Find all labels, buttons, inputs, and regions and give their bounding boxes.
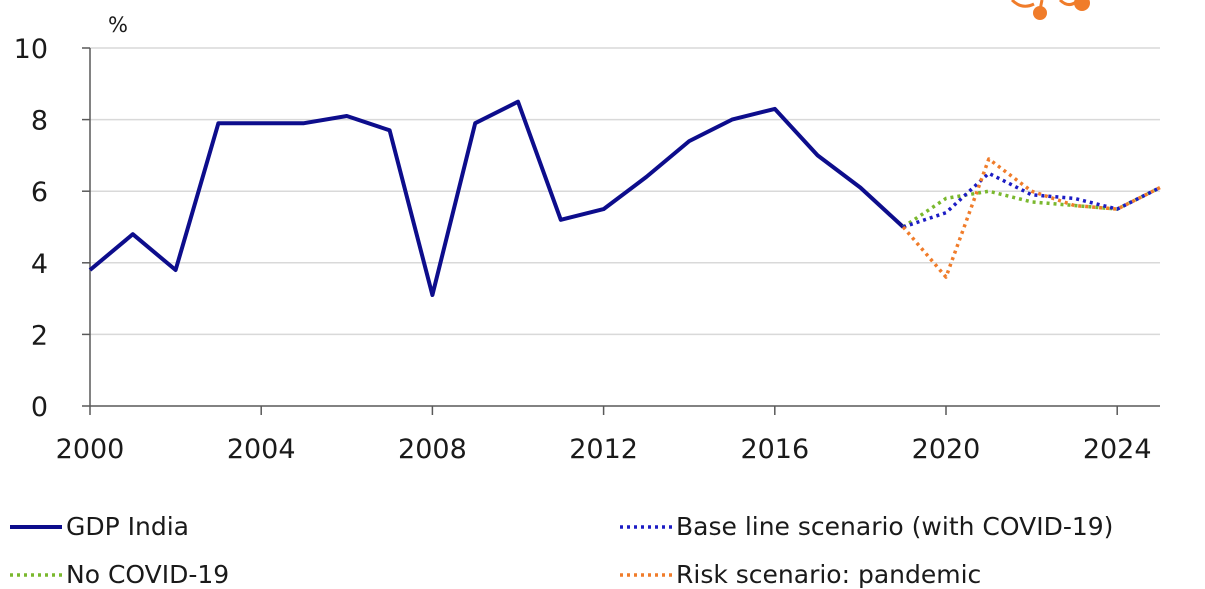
y-tick-label-4: 4 [31, 249, 48, 280]
decor-dot-2 [1074, 0, 1090, 11]
legend-swatch-risk [620, 572, 672, 577]
series-line-3 [901, 157, 1161, 279]
x-tick-label-2024: 2024 [1083, 434, 1152, 465]
legend-item-base: Base line scenario (with COVID-19) [620, 512, 1113, 541]
legend-item-gdp: GDP India [10, 512, 189, 541]
legend-label-gdp: GDP India [66, 512, 189, 541]
decor-curve-1 [1010, 0, 1035, 8]
tick-labels: 0 2 4 6 8 10 2000 2004 2008 2012 2016 2020 2024 [14, 34, 1152, 465]
line-chart: 0 2 4 6 8 10 2000 2004 2008 2012 2016 2020 2024 % [14, 0, 1161, 465]
series-line-0 [88, 99, 905, 297]
y-tick-label-10: 10 [14, 34, 48, 65]
y-tick-label-8: 8 [31, 106, 48, 137]
x-tick-label-2020: 2020 [912, 434, 981, 465]
y-unit-label: % [108, 13, 128, 37]
legend-item-risk: Risk scenario: pandemic [620, 560, 981, 589]
legend-label-risk: Risk scenario: pandemic [676, 560, 982, 589]
y-tick-label-6: 6 [31, 177, 48, 208]
legend-swatch-base [620, 524, 672, 529]
x-tick-label-2008: 2008 [398, 434, 467, 465]
decor-dot-1 [1033, 6, 1047, 20]
y-tick-label-2: 2 [31, 320, 48, 351]
decor-curve-2 [1058, 0, 1077, 7]
x-tick-label-2016: 2016 [740, 434, 809, 465]
legend-swatch-nocovid [10, 572, 62, 577]
legend-item-nocovid: No COVID-19 [10, 560, 229, 589]
orange-decoration [1010, 0, 1090, 20]
x-tick-label-2004: 2004 [227, 434, 296, 465]
legend-label-nocovid: No COVID-19 [66, 560, 230, 589]
x-tick-label-2000: 2000 [56, 434, 125, 465]
series-line-1 [902, 171, 1161, 229]
series-layer [88, 99, 1161, 297]
y-tick-label-0: 0 [31, 392, 48, 423]
legend-swatch-gdp [10, 524, 62, 529]
x-tick-label-2012: 2012 [569, 434, 638, 465]
gridlines [90, 47, 1160, 336]
axes [82, 47, 1160, 415]
legend-label-base: Base line scenario (with COVID-19) [676, 512, 1114, 541]
